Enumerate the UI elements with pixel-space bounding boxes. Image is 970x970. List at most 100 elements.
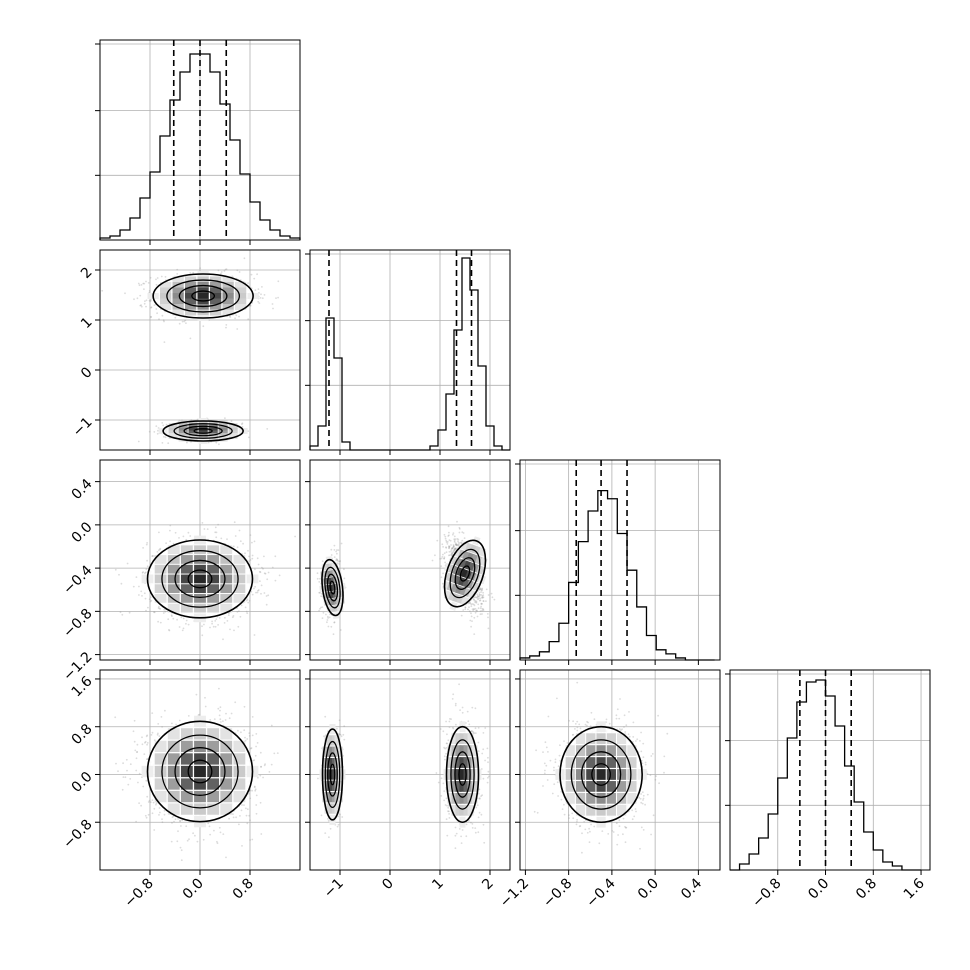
scatter-point xyxy=(330,548,333,551)
scatter-point xyxy=(170,614,173,617)
scatter-point xyxy=(244,552,246,555)
scatter-point xyxy=(253,587,255,590)
scatter-point xyxy=(149,276,152,279)
scatter-point xyxy=(464,606,467,609)
scatter-point xyxy=(234,317,237,320)
density-cell xyxy=(167,545,180,555)
scatter-point xyxy=(138,594,140,596)
density-cell xyxy=(235,293,247,299)
scatter-point xyxy=(447,535,450,537)
scatter-point xyxy=(163,341,166,343)
scatter-point xyxy=(246,822,249,825)
scatter-point xyxy=(446,543,449,545)
scatter-point xyxy=(140,804,143,807)
scatter-point xyxy=(471,603,474,605)
scatter-point xyxy=(217,707,220,710)
scatter-point xyxy=(319,577,321,580)
scatter-point xyxy=(163,608,166,611)
scatter-point xyxy=(453,538,456,541)
scatter-point xyxy=(444,537,447,540)
scatter-point xyxy=(458,528,461,530)
scatter-point xyxy=(322,611,325,614)
scatter-point xyxy=(217,523,220,526)
density-cell xyxy=(197,293,209,299)
histogram-step xyxy=(519,489,715,661)
scatter-point xyxy=(481,608,484,610)
scatter-point xyxy=(450,549,453,552)
scatter-point xyxy=(224,417,226,419)
histogram-bin xyxy=(608,499,618,660)
scatter-point xyxy=(248,555,251,558)
scatter-point xyxy=(236,328,239,330)
scatter-point xyxy=(451,551,454,554)
density-cell xyxy=(194,603,206,613)
scatter-point xyxy=(453,535,456,538)
scatter-point xyxy=(161,821,164,824)
histogram-bin xyxy=(120,230,130,240)
scatter-point xyxy=(150,599,153,602)
histogram-bin xyxy=(150,172,160,240)
scatter-point xyxy=(448,534,450,537)
scatter-point xyxy=(148,430,151,433)
scatter-point xyxy=(448,550,451,553)
scatter-point xyxy=(450,544,452,546)
scatter-point xyxy=(159,548,161,551)
scatter-point xyxy=(327,617,329,619)
scatter-point xyxy=(493,598,496,601)
scatter-point xyxy=(248,436,250,439)
scatter-point xyxy=(258,570,261,573)
density-cell xyxy=(178,435,188,442)
scatter-point xyxy=(141,571,144,574)
scatter-point xyxy=(262,567,264,570)
scatter-point xyxy=(249,819,251,822)
scatter-point xyxy=(482,600,485,602)
scatter-point xyxy=(480,588,483,591)
scatter-point xyxy=(167,618,170,621)
scatter-point xyxy=(472,603,475,606)
scatter-point xyxy=(462,609,465,611)
histogram-bin xyxy=(140,198,150,240)
histogram-bin xyxy=(170,100,180,240)
scatter-point xyxy=(319,591,321,594)
scatter-point xyxy=(325,613,327,616)
scatter-point xyxy=(257,563,260,566)
histogram-bin xyxy=(200,54,210,240)
scatter-point xyxy=(490,592,493,595)
scatter-point xyxy=(476,610,478,613)
scatter-point xyxy=(338,560,340,563)
scatter-point xyxy=(473,598,475,601)
scatter-point xyxy=(214,620,217,622)
scatter-point xyxy=(144,300,146,303)
scatter-point xyxy=(475,600,478,603)
scatter-point xyxy=(143,592,146,595)
scatter-point xyxy=(184,319,187,322)
scatter-point xyxy=(172,542,175,545)
scatter-point xyxy=(167,442,170,445)
density-cell xyxy=(220,564,233,574)
scatter-point xyxy=(451,553,454,555)
scatter-point xyxy=(335,558,338,560)
panel-contents xyxy=(101,257,280,446)
scatter-point xyxy=(162,612,165,614)
histogram-bin xyxy=(446,394,454,450)
scatter-point xyxy=(245,610,248,613)
density-cell xyxy=(208,435,218,442)
scatter-point xyxy=(162,319,165,322)
scatter-point xyxy=(146,559,149,562)
histogram-bin xyxy=(310,446,318,450)
scatter-point xyxy=(202,325,205,328)
scatter-point xyxy=(478,599,481,602)
scatter-point xyxy=(318,609,320,612)
density-cell xyxy=(154,584,167,594)
scatter-point xyxy=(470,625,472,628)
scatter-point xyxy=(338,560,341,563)
scatter-point xyxy=(480,603,483,605)
scatter-point xyxy=(457,538,460,541)
scatter-point xyxy=(201,522,204,524)
scatter-point xyxy=(486,613,489,615)
scatter-point xyxy=(171,615,173,617)
scatter-point xyxy=(316,577,319,580)
scatter-point xyxy=(332,633,335,636)
scatter-point xyxy=(470,605,473,608)
scatter-point xyxy=(169,540,172,543)
